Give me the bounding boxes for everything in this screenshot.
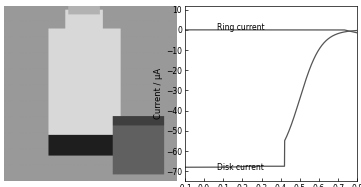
Text: Disk current: Disk current [217,163,264,172]
Text: Ring current: Ring current [217,23,265,32]
Y-axis label: Current / μA: Current / μA [154,68,163,119]
